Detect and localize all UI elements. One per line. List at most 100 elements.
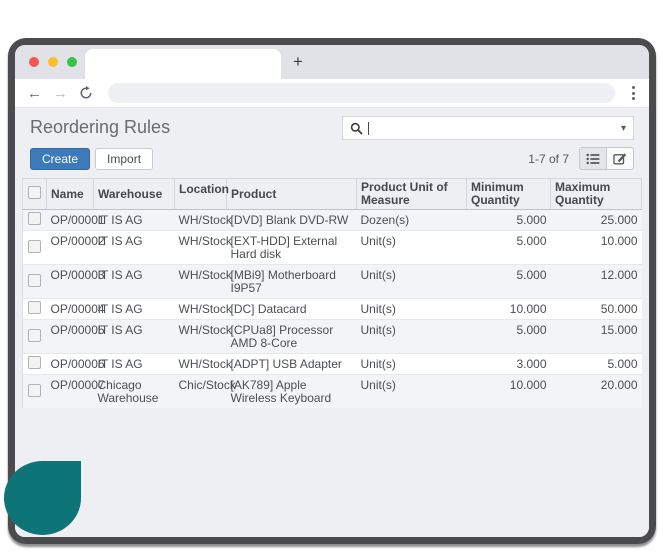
form-view-button[interactable]: [606, 147, 634, 170]
table-row[interactable]: OP/00001 IT IS AG WH/Stock [DVD] Blank DVD-…: [22, 209, 642, 231]
row-checkbox[interactable]: [28, 383, 42, 397]
row-checkbox[interactable]: [28, 328, 42, 342]
row-checkbox[interactable]: [28, 239, 42, 253]
list-view-icon: [586, 153, 600, 164]
cell-name: OP/00006: [50, 357, 105, 371]
url-bar[interactable]: [108, 83, 615, 103]
search-input[interactable]: ▾: [342, 116, 634, 140]
cell-min-quantity: 5.000: [516, 213, 547, 227]
cell-max-quantity: 10.000: [600, 234, 638, 248]
cell-max-quantity: 50.000: [600, 302, 638, 316]
control-panel: Reordering Rules ▾ Cre: [15, 108, 649, 170]
cell-max-quantity: 20.000: [600, 378, 638, 392]
table-header-row: Name Warehouse Location Product Product …: [22, 178, 642, 210]
cell-min-quantity: 5.000: [516, 268, 547, 282]
cell-min-quantity: 3.000: [516, 357, 547, 371]
select-all-checkbox[interactable]: [28, 186, 41, 199]
browser-toolbar: ← →: [15, 79, 649, 108]
header-uom[interactable]: Product Unit of Measure: [356, 178, 467, 210]
header-name[interactable]: Name: [46, 178, 94, 210]
cell-warehouse: IT IS AG: [97, 234, 143, 248]
browser-menu-icon[interactable]: [630, 82, 637, 103]
new-tab-button[interactable]: +: [293, 52, 303, 71]
cell-warehouse: IT IS AG: [97, 357, 143, 371]
cell-location: Chic/Stock: [178, 378, 236, 392]
browser-window: + ← → Reordering Rules: [15, 45, 649, 537]
table-row[interactable]: OP/00003 IT IS AG WH/Stock [MBi9] Motherboa…: [22, 264, 642, 299]
cell-location: WH/Stock: [178, 323, 232, 337]
cell-name: OP/00007: [50, 378, 105, 392]
cell-location: WH/Stock: [178, 213, 232, 227]
cell-product: [ADPT] USB Adapter: [230, 357, 342, 371]
list-view-button[interactable]: [579, 147, 607, 170]
cell-name: OP/00002: [50, 234, 105, 248]
cell-product: [MBi9] Motherboard I9P57: [230, 268, 336, 295]
cell-min-quantity: 10.000: [509, 302, 547, 316]
table-body: OP/00001 IT IS AG WH/Stock [DVD] Blank DVD-…: [22, 209, 642, 409]
cell-uom: Unit(s): [360, 323, 396, 337]
page-title: Reordering Rules: [30, 117, 171, 137]
row-checkbox[interactable]: [28, 212, 42, 225]
close-window-button[interactable]: [29, 57, 39, 67]
form-edit-icon: [613, 153, 627, 165]
header-select-all[interactable]: [22, 178, 47, 210]
tab-strip: +: [15, 45, 649, 79]
cell-uom: Unit(s): [360, 302, 396, 316]
forward-icon[interactable]: →: [53, 84, 68, 102]
cell-warehouse: Chicago Warehouse: [97, 378, 159, 405]
header-warehouse[interactable]: Warehouse: [93, 178, 175, 210]
row-checkbox-cell: [23, 320, 47, 354]
cell-product: [AK789] Apple Wireless Keyboard: [230, 378, 332, 405]
search-icon: [350, 122, 363, 135]
cell-location: WH/Stock: [178, 357, 232, 371]
cell-max-quantity: 15.000: [600, 323, 638, 337]
cell-product: [DVD] Blank DVD-RW: [230, 213, 349, 227]
browser-frame: + ← → Reordering Rules: [8, 38, 656, 544]
cell-name: OP/00003: [50, 268, 105, 282]
table-row[interactable]: OP/00004 IT IS AG WH/Stock [DC] Datacard Uni…: [22, 298, 642, 320]
cell-location: WH/Stock: [178, 302, 232, 316]
pager-range: 1-7 of 7: [528, 151, 569, 166]
table-row[interactable]: OP/00007 Chicago Warehouse Chic/Stock [AK78…: [22, 374, 642, 409]
row-checkbox[interactable]: [28, 273, 42, 287]
row-checkbox-cell: [23, 375, 47, 409]
row-checkbox[interactable]: [28, 356, 42, 369]
row-checkbox-cell: [23, 299, 47, 320]
view-switcher: [579, 147, 634, 170]
minimize-window-button[interactable]: [48, 57, 58, 67]
row-checkbox-cell: [23, 354, 47, 375]
window-controls: [29, 57, 77, 67]
row-checkbox-cell: [23, 210, 47, 231]
cell-min-quantity: 10.000: [509, 378, 547, 392]
row-checkbox[interactable]: [28, 301, 42, 314]
create-button[interactable]: Create: [30, 147, 91, 170]
header-location[interactable]: Location: [174, 178, 229, 210]
cell-max-quantity: 12.000: [600, 268, 638, 282]
cell-product: [CPUa8] Processor AMD 8-Core: [230, 323, 334, 350]
cell-max-quantity: 5.000: [607, 357, 638, 371]
cell-product: [DC] Datacard: [230, 302, 307, 316]
row-checkbox-cell: [23, 231, 47, 265]
app-content: Reordering Rules ▾ Cre: [15, 108, 649, 537]
table-row[interactable]: OP/00002 IT IS AG WH/Stock [EXT-HDD] Extern…: [22, 230, 642, 265]
table-row[interactable]: OP/00005 IT IS AG WH/Stock [CPUa8] Processo…: [22, 319, 642, 354]
header-product[interactable]: Product: [226, 178, 357, 210]
browser-tab[interactable]: [85, 49, 281, 79]
import-button[interactable]: Import: [95, 147, 154, 170]
cell-uom: Dozen(s): [360, 213, 410, 227]
decorative-teal-blob: [4, 461, 81, 535]
cell-name: OP/00004: [50, 302, 105, 316]
back-icon[interactable]: ←: [27, 84, 42, 102]
search-dropdown-caret-icon[interactable]: ▾: [620, 122, 626, 134]
cell-name: OP/00005: [50, 323, 105, 337]
refresh-icon[interactable]: [79, 86, 93, 100]
reordering-rules-table: Name Warehouse Location Product Product …: [22, 178, 642, 408]
cell-warehouse: IT IS AG: [97, 213, 143, 227]
maximize-window-button[interactable]: [67, 57, 77, 67]
table-row[interactable]: OP/00006 IT IS AG WH/Stock [ADPT] USB Adapt…: [22, 353, 642, 375]
cell-warehouse: IT IS AG: [97, 268, 143, 282]
header-min-quantity[interactable]: Minimum Quantity: [466, 178, 551, 210]
header-max-quantity[interactable]: Maximum Quantity: [550, 178, 642, 210]
cell-uom: Unit(s): [360, 268, 396, 282]
cell-max-quantity: 25.000: [600, 213, 638, 227]
